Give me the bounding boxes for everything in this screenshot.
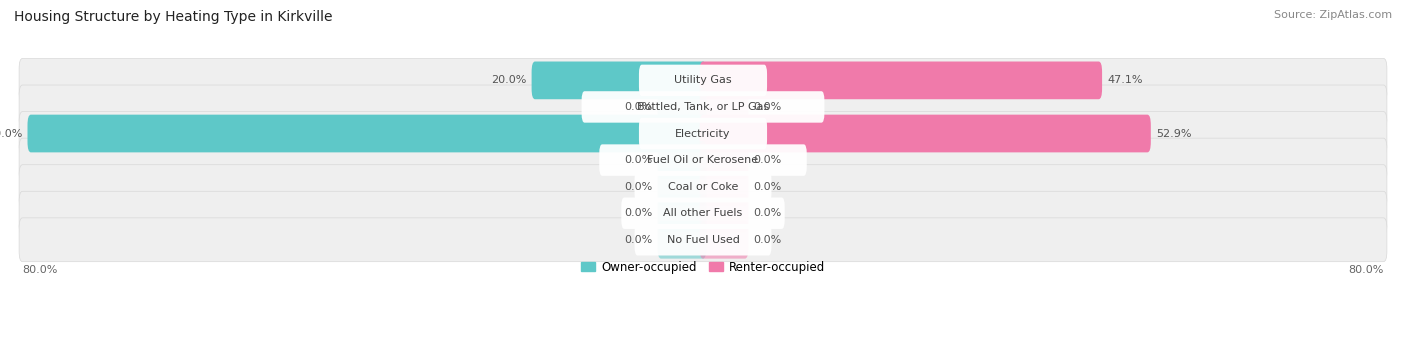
Text: Bottled, Tank, or LP Gas: Bottled, Tank, or LP Gas xyxy=(637,102,769,112)
FancyBboxPatch shape xyxy=(658,194,706,232)
FancyBboxPatch shape xyxy=(658,141,706,179)
Text: Utility Gas: Utility Gas xyxy=(675,75,731,85)
Text: No Fuel Used: No Fuel Used xyxy=(666,235,740,245)
Text: 80.0%: 80.0% xyxy=(0,129,22,138)
Text: 47.1%: 47.1% xyxy=(1107,75,1143,85)
Text: 0.0%: 0.0% xyxy=(754,182,782,192)
Text: Source: ZipAtlas.com: Source: ZipAtlas.com xyxy=(1274,10,1392,20)
Text: 0.0%: 0.0% xyxy=(754,155,782,165)
FancyBboxPatch shape xyxy=(700,168,748,206)
Text: 52.9%: 52.9% xyxy=(1156,129,1191,138)
FancyBboxPatch shape xyxy=(20,218,1386,262)
FancyBboxPatch shape xyxy=(20,165,1386,209)
FancyBboxPatch shape xyxy=(20,191,1386,235)
FancyBboxPatch shape xyxy=(658,88,706,126)
FancyBboxPatch shape xyxy=(658,168,706,206)
Text: Coal or Coke: Coal or Coke xyxy=(668,182,738,192)
Text: Fuel Oil or Kerosene: Fuel Oil or Kerosene xyxy=(647,155,759,165)
FancyBboxPatch shape xyxy=(700,194,748,232)
Text: 0.0%: 0.0% xyxy=(754,235,782,245)
Text: 0.0%: 0.0% xyxy=(754,102,782,112)
FancyBboxPatch shape xyxy=(20,138,1386,182)
Text: 0.0%: 0.0% xyxy=(624,208,652,218)
FancyBboxPatch shape xyxy=(599,144,807,176)
FancyBboxPatch shape xyxy=(700,221,748,258)
FancyBboxPatch shape xyxy=(638,118,768,149)
FancyBboxPatch shape xyxy=(582,91,824,123)
Legend: Owner-occupied, Renter-occupied: Owner-occupied, Renter-occupied xyxy=(576,256,830,278)
Text: All other Fuels: All other Fuels xyxy=(664,208,742,218)
FancyBboxPatch shape xyxy=(20,112,1386,155)
Text: Electricity: Electricity xyxy=(675,129,731,138)
Text: 20.0%: 20.0% xyxy=(491,75,527,85)
Text: Housing Structure by Heating Type in Kirkville: Housing Structure by Heating Type in Kir… xyxy=(14,10,333,24)
FancyBboxPatch shape xyxy=(531,61,706,99)
FancyBboxPatch shape xyxy=(28,115,706,152)
FancyBboxPatch shape xyxy=(700,141,748,179)
Text: 0.0%: 0.0% xyxy=(624,155,652,165)
Text: 80.0%: 80.0% xyxy=(1348,265,1384,275)
Text: 80.0%: 80.0% xyxy=(22,265,58,275)
FancyBboxPatch shape xyxy=(621,197,785,229)
Text: 0.0%: 0.0% xyxy=(624,102,652,112)
FancyBboxPatch shape xyxy=(700,88,748,126)
FancyBboxPatch shape xyxy=(20,85,1386,129)
FancyBboxPatch shape xyxy=(634,171,772,202)
FancyBboxPatch shape xyxy=(634,224,772,255)
FancyBboxPatch shape xyxy=(638,65,768,96)
Text: 0.0%: 0.0% xyxy=(624,235,652,245)
Text: 0.0%: 0.0% xyxy=(754,208,782,218)
FancyBboxPatch shape xyxy=(700,115,1150,152)
FancyBboxPatch shape xyxy=(20,58,1386,102)
Text: 0.0%: 0.0% xyxy=(624,182,652,192)
FancyBboxPatch shape xyxy=(700,61,1102,99)
FancyBboxPatch shape xyxy=(658,221,706,258)
